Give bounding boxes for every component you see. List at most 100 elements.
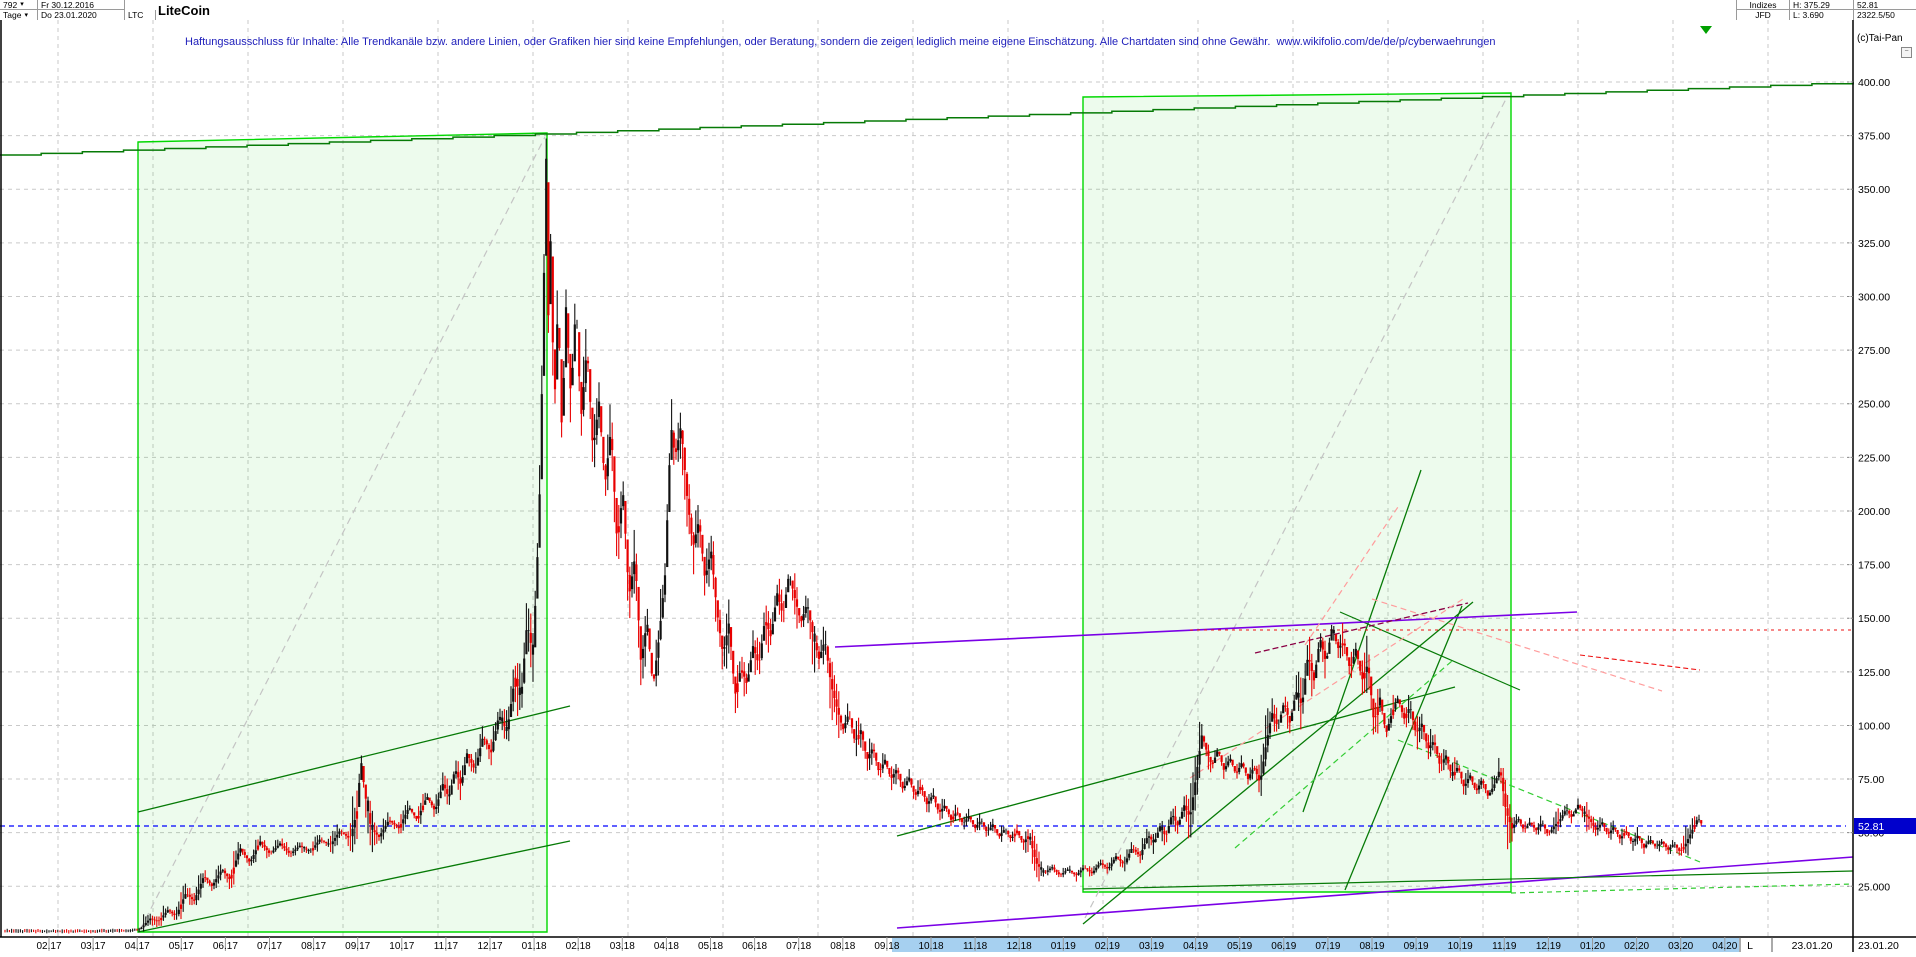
month-label: 11.17 bbox=[434, 941, 459, 952]
high-cell: H: 375.29 bbox=[1790, 0, 1854, 10]
month-label: 06.18 bbox=[742, 941, 767, 952]
support-2019-long[interactable] bbox=[896, 686, 1456, 837]
salmon-rising-short[interactable] bbox=[1304, 503, 1401, 646]
ltgreen-dashed-rising[interactable] bbox=[1234, 660, 1453, 849]
volume-value: 2322.5/50 bbox=[1857, 10, 1895, 20]
timeframe-dropdown[interactable]: Tage ▾ bbox=[0, 10, 38, 20]
collapse-icon[interactable]: − bbox=[1901, 47, 1912, 58]
month-label: 01.20 bbox=[1580, 941, 1605, 952]
month-label: 09.19 bbox=[1404, 941, 1429, 952]
last-price-value: 52.81 bbox=[1857, 0, 1879, 10]
marker-triangle-icon[interactable] bbox=[1700, 26, 1712, 34]
trend-zone-2019[interactable] bbox=[1082, 92, 1512, 893]
price-label: 150.00 bbox=[1858, 613, 1890, 625]
month-label: 04.19 bbox=[1183, 941, 1208, 952]
price-label: 100.00 bbox=[1858, 720, 1890, 732]
violet-support[interactable] bbox=[896, 856, 1854, 929]
time-axis: 02.17 03.17 04.17 05.17 06.17 07.17 08.17 09.17… bbox=[36, 937, 1739, 952]
volume-cell: 2322.5/50 bbox=[1854, 10, 1916, 20]
wedge-line-1[interactable] bbox=[1302, 469, 1422, 813]
month-label: 08.17 bbox=[301, 941, 326, 952]
month-label: 03.19 bbox=[1139, 941, 1164, 952]
month-label: 09.17 bbox=[345, 941, 370, 952]
bars-count-dropdown[interactable]: 792 ▾ bbox=[0, 0, 38, 10]
chart-background bbox=[0, 20, 1916, 952]
month-label: 03.20 bbox=[1668, 941, 1693, 952]
month-label: 09.18 bbox=[874, 941, 899, 952]
darkred-dashed[interactable] bbox=[1254, 602, 1469, 654]
price-label: 125.00 bbox=[1858, 667, 1890, 679]
diagonal-2017[interactable] bbox=[139, 136, 546, 931]
last-price-cell: 52.81 bbox=[1854, 0, 1916, 10]
month-label: 01.18 bbox=[522, 941, 547, 952]
month-label: 04.17 bbox=[125, 941, 150, 952]
month-label: 12.19 bbox=[1536, 941, 1561, 952]
month-label: 08.18 bbox=[830, 941, 855, 952]
channel-2017-lower[interactable] bbox=[137, 840, 571, 933]
month-label: 10.18 bbox=[918, 941, 943, 952]
month-label: 07.19 bbox=[1315, 941, 1340, 952]
month-label: 04.18 bbox=[654, 941, 679, 952]
price-label: 200.00 bbox=[1858, 506, 1890, 518]
month-label: 08.19 bbox=[1359, 941, 1384, 952]
long-term-resistance[interactable] bbox=[0, 82, 1854, 156]
month-label: 03.18 bbox=[610, 941, 635, 952]
month-label: 05.17 bbox=[169, 941, 194, 952]
date-from-cell[interactable]: Fr 30.12.2016 bbox=[38, 0, 125, 10]
last-price-badge-value: 52.81 bbox=[1858, 821, 1884, 833]
disclaimer-url[interactable]: www.wikifolio.com/de/de/p/cyberwaehrunge… bbox=[1276, 36, 1496, 48]
month-label: 10.19 bbox=[1448, 941, 1473, 952]
gridlines bbox=[0, 20, 1853, 937]
chevron-down-icon: ▾ bbox=[20, 1, 24, 8]
ltgreen-dashed-bottom[interactable] bbox=[1510, 883, 1854, 894]
peak-descend-line[interactable] bbox=[1339, 611, 1521, 691]
bars-count-value: 792 bbox=[3, 0, 18, 10]
month-label: 02.19 bbox=[1095, 941, 1120, 952]
month-label: 07.17 bbox=[257, 941, 282, 952]
price-label: 275.00 bbox=[1858, 345, 1890, 357]
month-label: 11.18 bbox=[963, 941, 988, 952]
category-cell[interactable]: Indizes bbox=[1737, 0, 1790, 10]
copyright-label: (c)Tai-Pan bbox=[1857, 33, 1903, 44]
last-price-badge bbox=[1854, 818, 1916, 834]
date-to-cell[interactable]: Do 23.01.2020 bbox=[38, 10, 125, 20]
support-2019-steep[interactable] bbox=[1082, 601, 1474, 925]
provider-value: JFD bbox=[1755, 10, 1771, 20]
chart-area[interactable]: 400.00 375.00 350.00 325.00 300.00 275.00 250.… bbox=[0, 20, 1916, 952]
month-label: 04.20 bbox=[1712, 941, 1737, 952]
symbol-cell[interactable]: LTC bbox=[125, 10, 156, 20]
month-label: 05.19 bbox=[1227, 941, 1252, 952]
price-label: 75.00 bbox=[1858, 774, 1884, 786]
red-dashed-short[interactable] bbox=[1579, 654, 1701, 671]
chart-header-bar: 792 ▾ Fr 30.12.2016 Tage ▾ Do 23.01.2020… bbox=[0, 0, 1916, 21]
footer-last-date: 23.01.20 bbox=[1792, 940, 1833, 952]
price-label: 300.00 bbox=[1858, 291, 1890, 303]
month-label: 06.19 bbox=[1271, 941, 1296, 952]
provider-cell[interactable]: JFD bbox=[1737, 10, 1790, 20]
month-label: 02.20 bbox=[1624, 941, 1649, 952]
timeframe-value: Tage bbox=[3, 10, 22, 20]
diagonal-2019[interactable] bbox=[1084, 98, 1507, 919]
date-from-value: Fr 30.12.2016 bbox=[41, 0, 94, 10]
month-label: 03.17 bbox=[81, 941, 106, 952]
salmon-descending[interactable] bbox=[1371, 598, 1663, 692]
month-label: 07.18 bbox=[786, 941, 811, 952]
price-label: 375.00 bbox=[1858, 131, 1890, 143]
time-axis-highlight bbox=[892, 938, 1739, 952]
footer-last-label: L bbox=[1747, 940, 1753, 952]
category-value: Indizes bbox=[1749, 0, 1777, 10]
wedge-line-2[interactable] bbox=[1344, 605, 1463, 891]
salmon-rising-long[interactable] bbox=[1189, 598, 1464, 779]
chart-canvas[interactable]: 400.00 375.00 350.00 325.00 300.00 275.00 250.… bbox=[0, 20, 1916, 952]
bottom-support-long[interactable] bbox=[1082, 870, 1854, 890]
high-value: H: 375.29 bbox=[1793, 0, 1830, 10]
footer-corner-date: 23.01.20 bbox=[1858, 940, 1899, 952]
price-label: 325.00 bbox=[1858, 238, 1890, 250]
low-cell: L: 3.690 bbox=[1790, 10, 1854, 20]
symbol-value: LTC bbox=[128, 10, 144, 20]
month-label: 02.17 bbox=[36, 941, 61, 952]
low-value: L: 3.690 bbox=[1793, 10, 1824, 20]
price-axis: 400.00 375.00 350.00 325.00 300.00 275.00 250.… bbox=[1847, 77, 1890, 893]
disclaimer-text: Haftungsausschluss für Inhalte: Alle Tre… bbox=[185, 36, 1496, 48]
month-label: 01.19 bbox=[1051, 941, 1076, 952]
